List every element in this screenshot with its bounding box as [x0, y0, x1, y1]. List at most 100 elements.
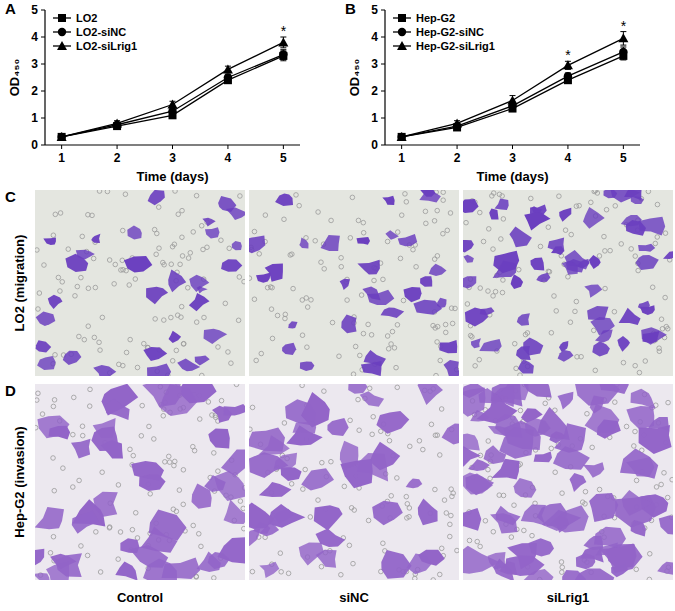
- pore: [35, 425, 38, 430]
- cell: [265, 264, 283, 282]
- x-tick-label: 5: [620, 151, 627, 165]
- pore: [172, 242, 177, 247]
- pore: [216, 469, 221, 474]
- pore: [455, 548, 459, 553]
- pore: [604, 207, 609, 212]
- marker: [57, 132, 67, 141]
- cell: [559, 208, 571, 222]
- cell: [525, 418, 551, 437]
- pore: [568, 320, 573, 325]
- pore: [199, 223, 204, 228]
- cell: [509, 227, 532, 248]
- pore: [501, 217, 506, 222]
- cell: [479, 339, 501, 352]
- pore: [663, 295, 668, 300]
- cell: [594, 527, 626, 549]
- pore: [477, 357, 482, 362]
- cell: [523, 338, 543, 356]
- pore: [329, 218, 334, 223]
- pore: [650, 285, 655, 290]
- y-tick: [381, 10, 385, 11]
- cell: [37, 356, 56, 370]
- pore: [348, 236, 353, 241]
- pore: [174, 348, 179, 353]
- y-tick: [41, 10, 45, 11]
- pore: [289, 482, 294, 487]
- series-line: [62, 55, 284, 137]
- x-tick-label: 2: [454, 151, 461, 165]
- pore: [554, 309, 559, 314]
- cell: [56, 553, 82, 577]
- pore: [180, 235, 185, 240]
- cell: [195, 356, 210, 366]
- pore: [518, 408, 523, 413]
- y-tick-label: 2: [371, 84, 378, 98]
- pore: [148, 492, 153, 497]
- pore: [433, 487, 438, 492]
- pore: [655, 235, 660, 240]
- pore: [219, 238, 224, 243]
- cell: [249, 529, 260, 546]
- y-tick: [381, 37, 385, 38]
- pore: [574, 204, 579, 209]
- cell: [589, 493, 618, 522]
- pore: [575, 354, 580, 359]
- y-tick: [381, 64, 385, 65]
- pore: [351, 561, 356, 566]
- pore: [250, 569, 255, 574]
- pore: [322, 389, 327, 394]
- cell: [37, 415, 69, 438]
- x-tick-label: 2: [114, 151, 121, 165]
- pore: [659, 482, 664, 487]
- pore: [359, 293, 364, 298]
- cell: [477, 393, 518, 424]
- pore: [305, 305, 310, 310]
- cell: [562, 261, 578, 275]
- pore: [518, 373, 523, 376]
- pore: [441, 190, 446, 195]
- pore: [322, 267, 327, 272]
- pore: [608, 248, 613, 253]
- pore: [120, 258, 125, 263]
- pore: [417, 438, 422, 443]
- pore: [131, 453, 136, 458]
- pore: [470, 335, 475, 340]
- pore: [407, 444, 412, 449]
- cell: [463, 508, 481, 531]
- marker: [112, 118, 122, 127]
- pore: [475, 539, 480, 544]
- x-tick: [457, 145, 458, 149]
- cell: [524, 213, 550, 231]
- cell: [406, 478, 423, 488]
- pore: [119, 268, 124, 273]
- pore: [560, 565, 565, 570]
- cell: [189, 293, 210, 311]
- pore: [128, 337, 133, 342]
- pore: [530, 533, 535, 538]
- pore: [573, 309, 578, 314]
- cell: [382, 196, 394, 205]
- pore: [242, 279, 245, 284]
- pore: [290, 252, 295, 257]
- pore: [429, 422, 434, 427]
- cell: [624, 190, 642, 200]
- cell: [636, 255, 659, 270]
- pore: [156, 205, 161, 210]
- pore: [236, 318, 241, 323]
- pore: [270, 336, 275, 341]
- cell: [376, 411, 409, 434]
- marker: [223, 64, 233, 73]
- pore: [372, 278, 377, 283]
- pore: [259, 351, 264, 356]
- cell: [361, 361, 382, 376]
- cell: [514, 478, 537, 498]
- pore: [242, 526, 245, 531]
- pore: [546, 225, 551, 230]
- cell: [93, 492, 118, 517]
- x-tick-label: 4: [225, 151, 232, 165]
- pore: [94, 530, 99, 535]
- x-tick: [283, 145, 284, 149]
- cell: [224, 404, 245, 416]
- pore: [395, 385, 400, 390]
- x-axis-label: Time (days): [476, 169, 548, 184]
